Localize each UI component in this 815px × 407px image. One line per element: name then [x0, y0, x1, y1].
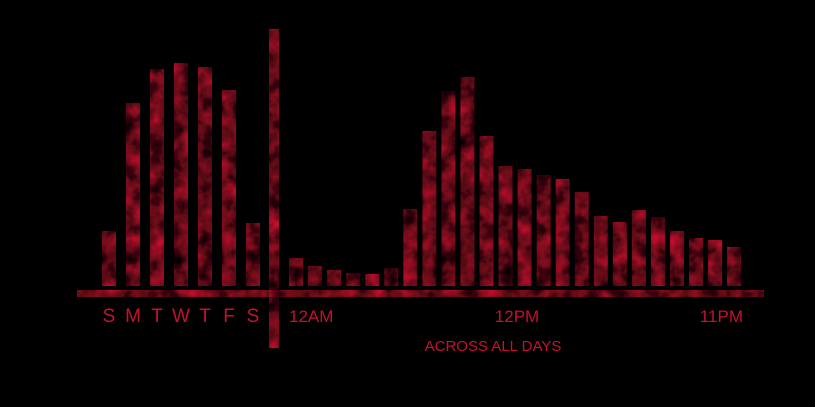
hour-tick-middle: 12PM [495, 307, 539, 326]
hour-bar-4 [365, 274, 380, 286]
day-tick-label-3: W [172, 306, 190, 327]
hour-bar-16 [593, 216, 608, 286]
panel-divider [269, 29, 279, 348]
hour-bar-8 [441, 91, 456, 286]
hour-tick-start: 12AM [289, 307, 333, 326]
hour-bar-12 [517, 169, 532, 286]
hour-bar-7 [422, 131, 437, 286]
hour-bar-10 [479, 136, 494, 286]
day-tick-label-5: F [223, 306, 235, 327]
hour-bar-13 [536, 175, 551, 286]
day-tick-label-6: S [247, 306, 260, 327]
day-bar-3 [174, 63, 188, 286]
hour-bar-0 [289, 258, 303, 286]
hour-bar-1 [308, 266, 323, 286]
day-bar-2 [150, 69, 164, 286]
day-tick-label-0: S [103, 306, 116, 327]
day-bar-6 [246, 223, 260, 286]
day-bar-4 [198, 67, 212, 286]
x-axis-caption: ACROSS ALL DAYS [425, 338, 562, 355]
hour-bar-19 [650, 217, 665, 286]
hour-of-day-bars [289, 77, 742, 286]
day-tick-label-1: M [125, 306, 141, 327]
hour-bar-21 [689, 238, 704, 286]
day-bar-5 [222, 90, 236, 286]
day-bar-1 [126, 103, 140, 286]
hour-bar-6 [403, 209, 418, 286]
hour-bar-11 [498, 166, 513, 286]
hour-bar-23 [727, 247, 742, 286]
day-tick-label-2: T [151, 306, 163, 327]
hour-bar-15 [574, 192, 589, 286]
hour-bar-20 [670, 231, 684, 286]
hour-bar-2 [327, 270, 342, 286]
hour-bar-18 [631, 210, 646, 286]
hour-bar-14 [555, 179, 570, 286]
day-tick-label-4: T [199, 306, 211, 327]
hour-bar-17 [612, 222, 627, 286]
hour-tick-end: 11PM [700, 307, 743, 326]
hour-bar-3 [346, 273, 361, 286]
hour-bar-22 [708, 240, 723, 286]
hour-bar-5 [384, 268, 399, 286]
hour-bar-9 [460, 77, 475, 286]
day-bar-0 [102, 231, 116, 286]
x-axis-baseline [77, 290, 764, 297]
day-of-week-bars [102, 63, 260, 286]
